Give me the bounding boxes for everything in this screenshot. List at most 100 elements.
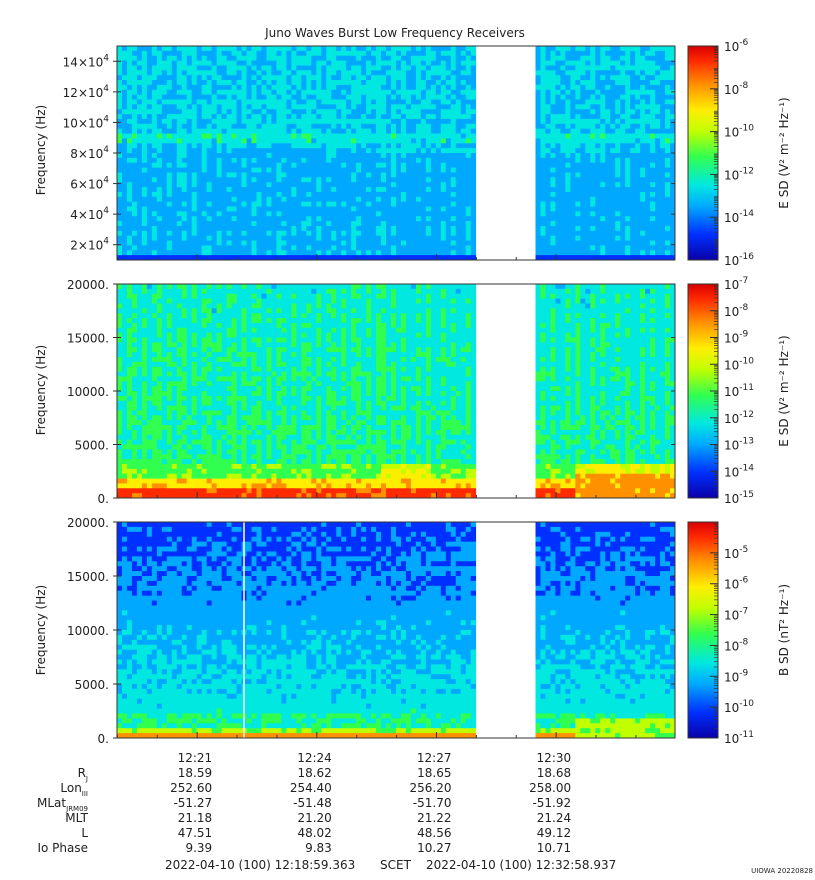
- spectrogram-cell: [351, 167, 357, 173]
- spectrogram-cell: [415, 177, 422, 183]
- spectrogram-cell: [301, 75, 307, 81]
- spectrogram-cell: [630, 75, 636, 81]
- spectrogram-cell: [535, 94, 541, 100]
- spectrogram-cell: [126, 395, 133, 402]
- spectrogram-cell: [316, 75, 322, 81]
- spectrogram-cell: [186, 89, 193, 96]
- spectrogram-cell: [241, 167, 247, 173]
- spectrogram-cell: [575, 75, 581, 81]
- spectrogram-cell: [425, 118, 432, 125]
- spectrogram-cell: [391, 118, 397, 125]
- spectrogram-cell: [246, 148, 252, 154]
- spectrogram-cell: [141, 162, 148, 168]
- spectrogram-cell: [625, 196, 631, 203]
- spectrogram-cell: [331, 84, 337, 91]
- spectrogram-cell: [221, 250, 228, 256]
- spectrogram-cell: [276, 138, 282, 144]
- spectrogram-cell: [117, 381, 123, 387]
- spectrogram-cell: [161, 89, 168, 96]
- spectrogram-cell: [321, 182, 327, 188]
- spectrogram-cell: [341, 123, 347, 130]
- spectrogram-cell: [560, 148, 566, 154]
- spectrogram-cell: [136, 391, 143, 397]
- spectrogram-cell: [405, 99, 412, 105]
- spectrogram-cell: [161, 288, 168, 295]
- spectrogram-cell: [256, 128, 262, 134]
- spectrogram-cell: [630, 60, 636, 66]
- spectrogram-cell: [216, 191, 223, 198]
- spectrogram-cell: [241, 55, 247, 61]
- spectrogram-cell: [151, 459, 158, 465]
- spectrogram-cell: [296, 70, 302, 76]
- spectrogram-cell: [136, 99, 143, 105]
- spectrogram-cell: [196, 153, 203, 159]
- spectrogram-cell: [196, 148, 203, 154]
- spectrogram-cell: [440, 240, 447, 246]
- spectrogram-cell: [326, 123, 332, 130]
- spectrogram-cell: [151, 211, 158, 217]
- spectrogram-cell: [585, 60, 591, 66]
- spectrogram-cell: [650, 75, 656, 81]
- spectrogram-cell: [126, 347, 133, 353]
- spectrogram-cell: [400, 167, 407, 173]
- spectrogram-cell: [206, 143, 213, 149]
- spectrogram-cell: [665, 55, 671, 61]
- spectrogram-cell: [331, 138, 337, 144]
- spectrogram-cell: [171, 225, 178, 232]
- spectrogram-cell: [166, 123, 173, 130]
- spectrogram-cell: [630, 201, 636, 207]
- spectrogram-cell: [361, 50, 367, 57]
- spectrogram-cell: [171, 94, 178, 100]
- spectrogram-cell: [301, 114, 307, 120]
- spectrogram-cell: [331, 177, 337, 183]
- spectrogram-cell: [196, 80, 203, 86]
- spectrogram-cell: [555, 182, 561, 188]
- spectrogram-cell: [276, 177, 282, 183]
- spectrogram-cell: [251, 187, 257, 193]
- spectrogram-cell: [176, 230, 183, 237]
- spectrogram-cell: [121, 303, 128, 309]
- spectrogram-cell: [286, 235, 292, 241]
- spectrogram-cell: [376, 245, 382, 251]
- spectrogram-cell: [555, 46, 561, 52]
- spectrogram-cell: [560, 245, 566, 251]
- spectrogram-cell: [156, 250, 163, 256]
- spectrogram-cell: [465, 245, 472, 251]
- spectrogram-cell: [131, 425, 138, 431]
- spectrogram-cell: [415, 94, 422, 100]
- spectrogram-cell: [415, 255, 422, 261]
- spectrogram-cell: [410, 128, 417, 134]
- spectrogram-cell: [246, 250, 252, 256]
- spectrogram-cell: [560, 216, 566, 222]
- spectrogram-cell: [146, 191, 153, 198]
- spectrogram-cell: [121, 386, 128, 392]
- spectrogram-cell: [585, 65, 591, 71]
- spectrogram-cell: [555, 123, 561, 130]
- spectrogram-cell: [410, 118, 417, 125]
- spectrogram-cell: [296, 206, 302, 212]
- spectrogram-cell: [126, 94, 133, 100]
- spectrogram-cell: [625, 118, 631, 125]
- spectrogram-cell: [121, 293, 128, 299]
- spectrogram-cell: [376, 255, 382, 261]
- spectrogram-cell: [321, 99, 327, 105]
- spectrogram-cell: [665, 50, 671, 57]
- spectrogram-cell: [331, 245, 337, 251]
- spectrogram-cell: [281, 89, 287, 96]
- spectrogram-cell: [351, 172, 357, 178]
- spectrogram-cell: [266, 50, 272, 57]
- spectrogram-cell: [311, 191, 317, 198]
- spectrogram-cell: [151, 381, 158, 387]
- spectrogram-cell: [540, 89, 546, 96]
- spectrogram-cell: [570, 172, 576, 178]
- spectrogram-cell: [117, 206, 123, 212]
- spectrogram-cell: [171, 196, 178, 203]
- spectrogram-cell: [191, 70, 198, 76]
- spectrogram-cell: [371, 118, 377, 125]
- spectrogram-cell: [211, 235, 218, 241]
- spectrogram-cell: [535, 206, 541, 212]
- spectrogram-cell: [460, 211, 467, 217]
- spectrogram-cell: [117, 128, 123, 134]
- spectrogram-cell: [311, 55, 317, 61]
- spectrogram-cell: [266, 55, 272, 61]
